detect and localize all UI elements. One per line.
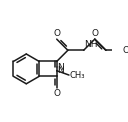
Text: O: O (53, 89, 60, 98)
Text: O: O (123, 46, 128, 55)
Text: N: N (58, 66, 64, 75)
Text: O: O (91, 29, 98, 38)
Text: N: N (58, 63, 64, 72)
Text: CH₃: CH₃ (70, 71, 85, 80)
Text: NH: NH (84, 40, 98, 49)
Text: O: O (53, 29, 60, 38)
